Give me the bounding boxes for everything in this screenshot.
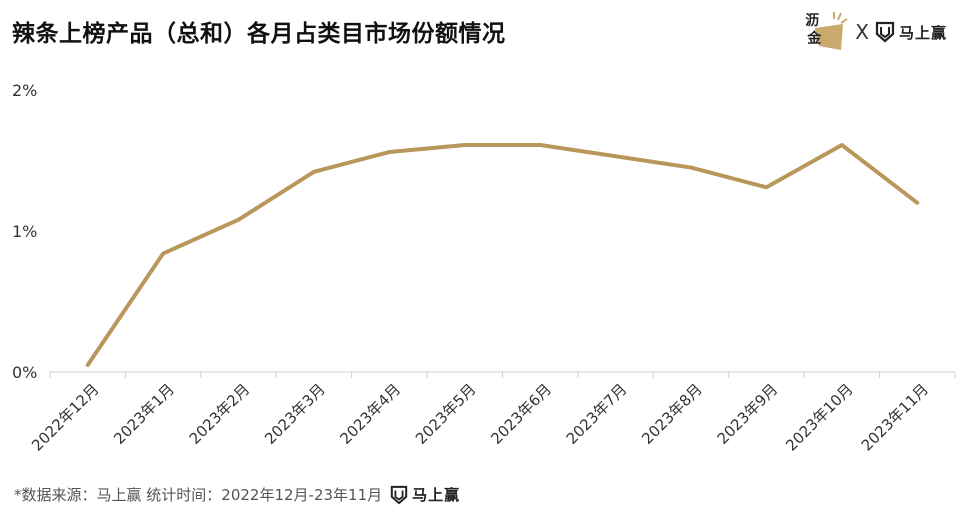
footer: *数据来源：马上赢 统计时间：2022年12月-23年11月 马上赢 (14, 484, 460, 505)
data-point (764, 185, 768, 189)
x-tick-label: 2023年5月 (412, 380, 480, 448)
mashangying-logo-name: 马上赢 (898, 23, 947, 42)
series-line (85, 142, 920, 367)
source-note: *数据来源：马上赢 统计时间：2022年12月-23年11月 (14, 486, 383, 504)
data-point (689, 166, 693, 170)
x-tick-label: 2023年10月 (782, 380, 856, 454)
x-tick-label: 2023年6月 (487, 380, 555, 448)
lijin-logo-shape (815, 12, 848, 50)
x-tick-label: 2023年11月 (858, 380, 932, 454)
x-tick-label: 2023年4月 (337, 380, 405, 448)
shield-icon (390, 485, 408, 504)
y-axis: 0% 1% 2% (12, 81, 37, 382)
data-point (237, 218, 241, 222)
data-point (840, 143, 844, 147)
x-tick-label: 2023年9月 (714, 380, 782, 448)
x-tick-label: 2022年12月 (28, 380, 102, 454)
x-tick-label: 2023年3月 (261, 380, 329, 448)
y-tick-label: 0% (12, 363, 37, 382)
data-point (915, 201, 919, 205)
y-tick-label: 1% (12, 222, 37, 241)
chart-title: 辣条上榜产品（总和）各月占类目市场份额情况 (12, 21, 506, 47)
x-axis: 2022年12月 2023年1月 2023年2月 2023年3月 2023年4月 2023… (28, 371, 956, 455)
data-point (614, 154, 618, 158)
data-point (463, 143, 467, 147)
x-tick-label: 2023年1月 (110, 380, 178, 448)
brand-separator: X (855, 20, 869, 44)
lijin-logo-bottom-char: 金 (807, 31, 822, 47)
lijin-logo-top-char: 沥 (805, 13, 820, 29)
shield-icon (875, 21, 895, 43)
x-tick-label: 2023年2月 (186, 380, 254, 448)
data-point (312, 170, 316, 174)
mashangying-logo: 马上赢 (875, 21, 947, 43)
series-layer (85, 142, 920, 367)
data-point (161, 252, 165, 256)
data-point (538, 143, 542, 147)
data-point (86, 363, 90, 367)
footer-logo: 马上赢 (390, 484, 460, 505)
data-point (387, 150, 391, 154)
x-tick-label: 2023年7月 (563, 380, 631, 448)
y-tick-label: 2% (12, 81, 37, 100)
lijin-logo: 沥 金 (801, 10, 851, 54)
brand-logos: 沥 金 X 马上赢 (801, 10, 947, 54)
footer-logo-name: 马上赢 (412, 486, 461, 504)
x-tick-label: 2023年8月 (638, 380, 706, 448)
